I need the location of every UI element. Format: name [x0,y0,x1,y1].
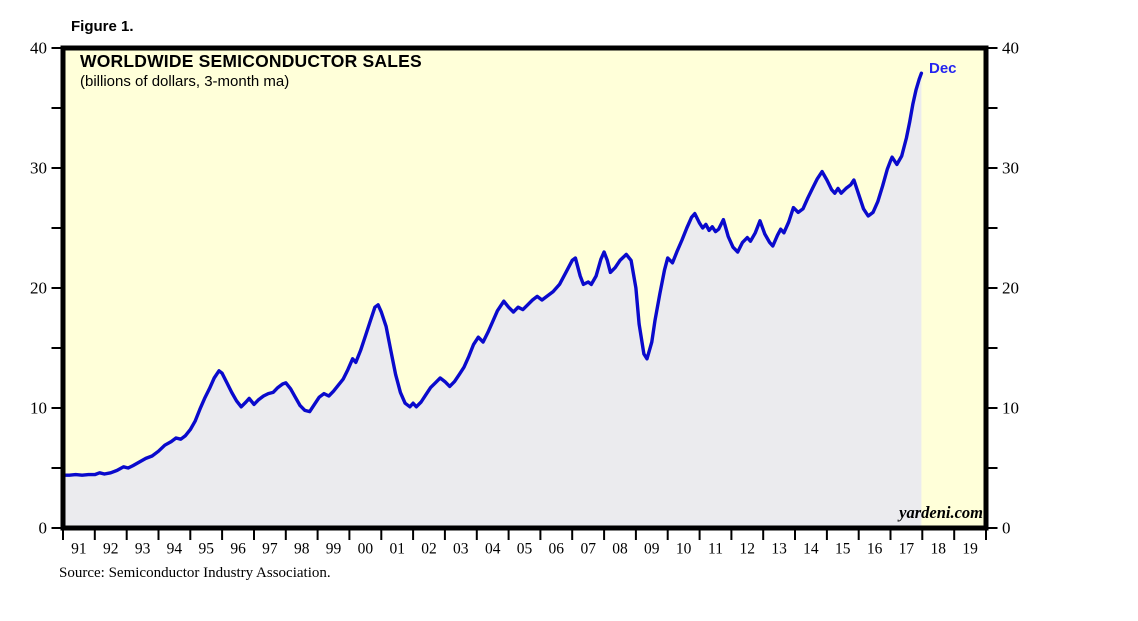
svg-text:09: 09 [644,541,660,558]
svg-text:40: 40 [1002,39,1019,58]
svg-text:07: 07 [580,541,596,558]
svg-text:04: 04 [485,541,501,558]
svg-text:14: 14 [803,541,819,558]
svg-text:93: 93 [135,541,151,558]
svg-text:96: 96 [230,541,246,558]
source-note: Source: Semiconductor Industry Associati… [59,565,331,581]
svg-text:0: 0 [1002,519,1011,538]
svg-text:40: 40 [30,39,47,58]
svg-text:0: 0 [39,519,48,538]
svg-text:05: 05 [517,541,533,558]
svg-text:10: 10 [30,399,47,418]
svg-text:98: 98 [294,541,310,558]
svg-text:02: 02 [421,541,437,558]
svg-text:00: 00 [358,541,374,558]
figure-label: Figure 1. [71,18,134,35]
svg-text:97: 97 [262,541,278,558]
svg-text:30: 30 [1002,159,1019,178]
svg-text:18: 18 [931,541,947,558]
svg-text:92: 92 [103,541,119,558]
svg-text:20: 20 [1002,279,1019,298]
svg-text:17: 17 [899,541,915,558]
chart-subtitle: (billions of dollars, 3-month ma) [80,73,290,90]
svg-text:03: 03 [453,541,469,558]
svg-text:99: 99 [326,541,342,558]
svg-text:16: 16 [867,541,883,558]
watermark: yardeni.com [899,503,983,522]
svg-text:20: 20 [30,279,47,298]
svg-text:10: 10 [676,541,692,558]
svg-text:08: 08 [612,541,628,558]
svg-text:91: 91 [71,541,87,558]
svg-text:06: 06 [549,541,565,558]
chart-title: WORLDWIDE SEMICONDUCTOR SALES [80,51,422,71]
svg-text:11: 11 [708,541,723,558]
svg-text:95: 95 [198,541,214,558]
series-end-label: Dec [929,60,957,77]
svg-text:15: 15 [835,541,851,558]
svg-text:12: 12 [740,541,756,558]
svg-text:19: 19 [962,541,978,558]
svg-text:94: 94 [167,541,183,558]
svg-text:10: 10 [1002,399,1019,418]
svg-text:13: 13 [771,541,787,558]
svg-text:01: 01 [389,541,405,558]
svg-text:30: 30 [30,159,47,178]
